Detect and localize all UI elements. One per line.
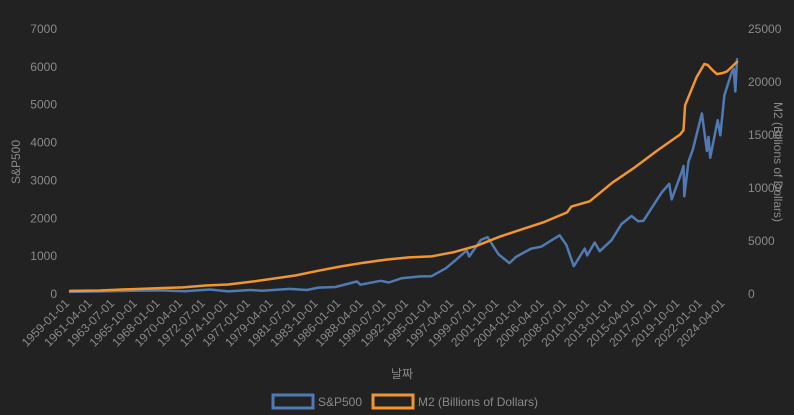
right-y-axis-ticks: 0 5000 10000 15000 20000 25000 xyxy=(748,22,782,301)
legend-swatch-m2[interactable] xyxy=(371,393,415,410)
legend-swatch-sp500[interactable] xyxy=(271,393,315,410)
left-y-tick-label: 2000 xyxy=(30,211,57,225)
left-y-tick-label: 7000 xyxy=(30,22,57,36)
x-axis-title: 날짜 xyxy=(391,367,413,381)
left-y-tick-label: 0 xyxy=(50,287,57,301)
left-y-tick-label: 1000 xyxy=(30,249,57,263)
m2-series-line xyxy=(68,60,739,293)
left-y-tick-label: 5000 xyxy=(30,98,57,112)
left-y-axis-title: S&P500 xyxy=(9,140,23,184)
right-y-axis-title: M2 (Billions of Dollars) xyxy=(771,102,785,222)
right-y-tick-label: 5000 xyxy=(748,234,775,248)
series-lines xyxy=(68,58,739,294)
right-y-tick-label: 25000 xyxy=(748,22,782,36)
sp500-series-line xyxy=(68,58,739,294)
left-y-tick-label: 4000 xyxy=(30,136,57,150)
left-y-axis-ticks: 0 1000 2000 3000 4000 5000 6000 7000 xyxy=(30,22,57,301)
right-y-tick-label: 0 xyxy=(748,287,755,301)
right-y-tick-label: 15000 xyxy=(748,128,782,142)
legend-label-m2[interactable]: M2 (Billions of Dollars) xyxy=(418,395,538,409)
left-y-tick-label: 3000 xyxy=(30,173,57,187)
legend[interactable]: S&P500 M2 (Billions of Dollars) xyxy=(271,393,538,410)
x-axis-ticks: 1959-01-011961-04-011963-07-011965-10-01… xyxy=(19,296,728,350)
right-y-tick-label: 10000 xyxy=(748,181,782,195)
legend-label-sp500[interactable]: S&P500 xyxy=(318,395,362,409)
left-y-tick-label: 6000 xyxy=(30,60,57,74)
right-y-tick-label: 20000 xyxy=(748,75,782,89)
